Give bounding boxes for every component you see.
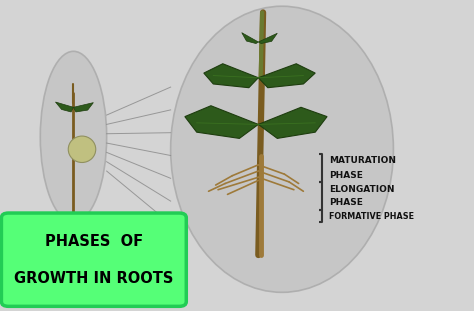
Ellipse shape bbox=[171, 6, 393, 292]
FancyBboxPatch shape bbox=[1, 213, 186, 306]
Polygon shape bbox=[242, 33, 258, 44]
Polygon shape bbox=[204, 64, 258, 88]
Text: MATURATION: MATURATION bbox=[329, 156, 396, 165]
Text: PHASES  OF: PHASES OF bbox=[45, 234, 143, 248]
Polygon shape bbox=[185, 106, 258, 138]
Text: PHASE: PHASE bbox=[329, 171, 363, 180]
Text: FORMATIVE PHASE: FORMATIVE PHASE bbox=[329, 212, 414, 221]
Polygon shape bbox=[258, 64, 315, 88]
Polygon shape bbox=[55, 102, 73, 112]
Text: ELONGATION: ELONGATION bbox=[329, 185, 395, 194]
Polygon shape bbox=[258, 107, 327, 138]
Text: PHASE: PHASE bbox=[329, 198, 363, 207]
Ellipse shape bbox=[68, 136, 96, 162]
Text: GROWTH IN ROOTS: GROWTH IN ROOTS bbox=[14, 271, 173, 286]
Ellipse shape bbox=[40, 51, 107, 222]
Polygon shape bbox=[73, 103, 93, 112]
Polygon shape bbox=[258, 33, 277, 44]
